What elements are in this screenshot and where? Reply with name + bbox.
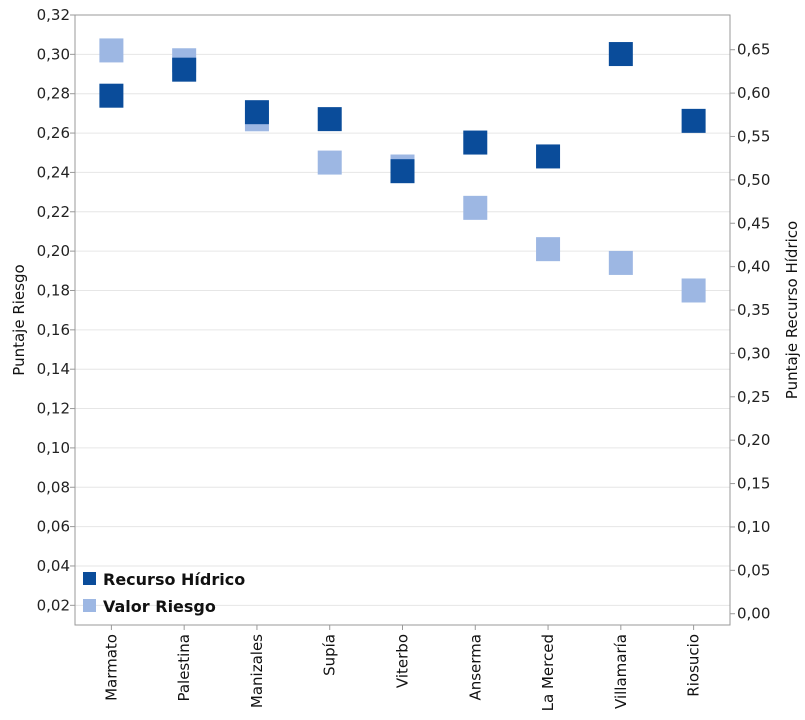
data-point-recurso-hidrico [244,100,269,125]
data-point-valor-riesgo [463,195,488,220]
right-axis-tick-label: 0,45 [737,214,770,232]
left-axis-tick-label: 0,06 [37,518,70,536]
data-point-recurso-hidrico [463,130,488,155]
legend-label: Recurso Hídrico [103,570,245,589]
left-axis-tick-label: 0,02 [37,596,70,614]
data-point-recurso-hidrico [172,57,197,82]
data-point-valor-riesgo [681,278,706,303]
x-axis-category-label: La Merced [539,634,557,711]
data-point-valor-riesgo [608,250,633,275]
left-axis-tick-label: 0,12 [37,400,70,418]
left-axis-tick-label: 0,16 [37,321,70,339]
data-point-valor-riesgo [536,237,561,262]
right-axis-tick-label: 0,15 [737,475,770,493]
right-axis-tick-label: 0,55 [737,127,770,145]
left-axis-tick-label: 0,24 [37,163,70,181]
data-point-valor-riesgo [317,150,342,175]
data-point-recurso-hidrico [681,108,706,133]
right-axis-tick-label: 0,05 [737,561,770,579]
left-axis-tick-label: 0,32 [37,6,70,24]
left-axis-tick-label: 0,18 [37,281,70,299]
data-point-valor-riesgo [99,38,124,63]
x-axis-category-label: Riosucio [685,634,703,697]
left-axis-tick-label: 0,28 [37,85,70,103]
x-axis-category-label: Palestina [175,634,193,702]
left-axis-tick-label: 0,14 [37,360,70,378]
left-axis-tick-label: 0,26 [37,124,70,142]
right-axis-title: Puntaje Recurso Hídrico [783,221,801,399]
right-axis-tick-label: 0,35 [737,301,770,319]
legend-swatch [83,572,96,585]
right-axis-tick-label: 0,25 [737,388,770,406]
plot-frame [74,14,731,626]
legend-swatch [83,599,96,612]
right-axis-tick-label: 0,60 [737,84,770,102]
right-axis-tick-label: 0,40 [737,258,770,276]
right-axis-tick-label: 0,10 [737,518,770,536]
right-axis-tick-label: 0,65 [737,41,770,59]
x-axis-category-label: Manizales [248,634,266,708]
right-axis-tick-label: 0,50 [737,171,770,189]
x-axis-category-label: Marmato [102,634,120,701]
left-axis-tick-label: 0,10 [37,439,70,457]
x-axis-category-label: Anserma [466,634,484,701]
data-point-recurso-hidrico [608,42,633,67]
data-point-recurso-hidrico [317,107,342,132]
left-axis-tick-label: 0,30 [37,45,70,63]
x-axis-category-label: Viterbo [394,634,412,688]
right-axis-tick-label: 0,20 [737,431,770,449]
left-axis-tick-label: 0,22 [37,203,70,221]
data-point-recurso-hidrico [99,83,124,108]
left-axis-tick-label: 0,20 [37,242,70,260]
x-axis-category-label: Villamaría [612,634,630,709]
x-axis-category-label: Supía [321,634,339,676]
data-point-recurso-hidrico [390,159,415,184]
left-axis-title: Puntaje Riesgo [10,264,28,375]
legend-label: Valor Riesgo [103,597,216,616]
left-axis-tick-label: 0,04 [37,557,70,575]
right-axis-tick-label: 0,30 [737,344,770,362]
data-point-recurso-hidrico [536,144,561,169]
left-axis-tick-label: 0,08 [37,478,70,496]
right-axis-tick-label: 0,00 [737,605,770,623]
